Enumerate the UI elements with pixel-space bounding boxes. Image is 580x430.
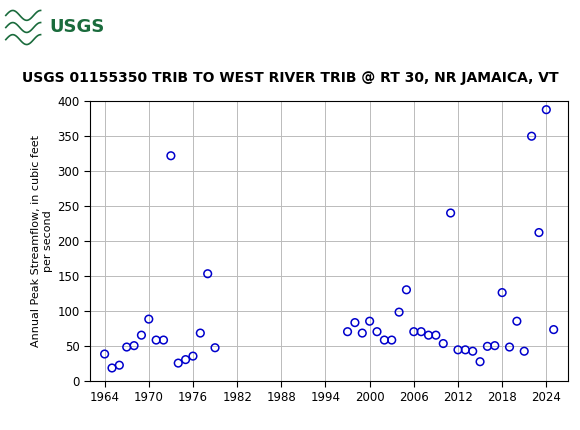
Point — [107, 365, 117, 372]
Point — [211, 344, 220, 351]
Point — [129, 342, 139, 349]
Point — [122, 344, 131, 350]
Point — [416, 328, 426, 335]
Bar — [3, 4, 84, 51]
Point — [468, 348, 477, 355]
Point — [549, 326, 559, 333]
Point — [343, 328, 352, 335]
Point — [438, 340, 448, 347]
Point — [203, 270, 212, 277]
Point — [461, 347, 470, 353]
Point — [490, 342, 499, 349]
Point — [350, 319, 360, 326]
Point — [476, 358, 485, 365]
Point — [181, 356, 190, 363]
Point — [137, 332, 146, 338]
Point — [534, 229, 543, 236]
Point — [166, 152, 176, 159]
Y-axis label: Annual Peak Streamflow, in cubic feet
per second: Annual Peak Streamflow, in cubic feet pe… — [31, 135, 53, 347]
Point — [409, 328, 418, 335]
Point — [505, 344, 514, 350]
Point — [512, 318, 521, 325]
Point — [527, 133, 536, 140]
Point — [144, 316, 154, 322]
Point — [432, 332, 441, 338]
Point — [387, 337, 396, 344]
Point — [542, 106, 551, 113]
Point — [195, 330, 205, 337]
Point — [380, 337, 389, 344]
Point — [498, 289, 507, 296]
Point — [454, 347, 463, 353]
Point — [372, 328, 382, 335]
Text: USGS: USGS — [49, 18, 104, 37]
Point — [115, 362, 124, 369]
Point — [188, 353, 198, 359]
Point — [358, 330, 367, 337]
Point — [424, 332, 433, 338]
Point — [446, 209, 455, 216]
Point — [402, 286, 411, 293]
Point — [173, 359, 183, 366]
Point — [394, 309, 404, 316]
Point — [100, 350, 109, 357]
Point — [159, 337, 168, 344]
Point — [520, 348, 529, 355]
Point — [151, 337, 161, 344]
Point — [483, 343, 492, 350]
Text: USGS 01155350 TRIB TO WEST RIVER TRIB @ RT 30, NR JAMAICA, VT: USGS 01155350 TRIB TO WEST RIVER TRIB @ … — [21, 71, 559, 85]
Point — [365, 318, 374, 325]
